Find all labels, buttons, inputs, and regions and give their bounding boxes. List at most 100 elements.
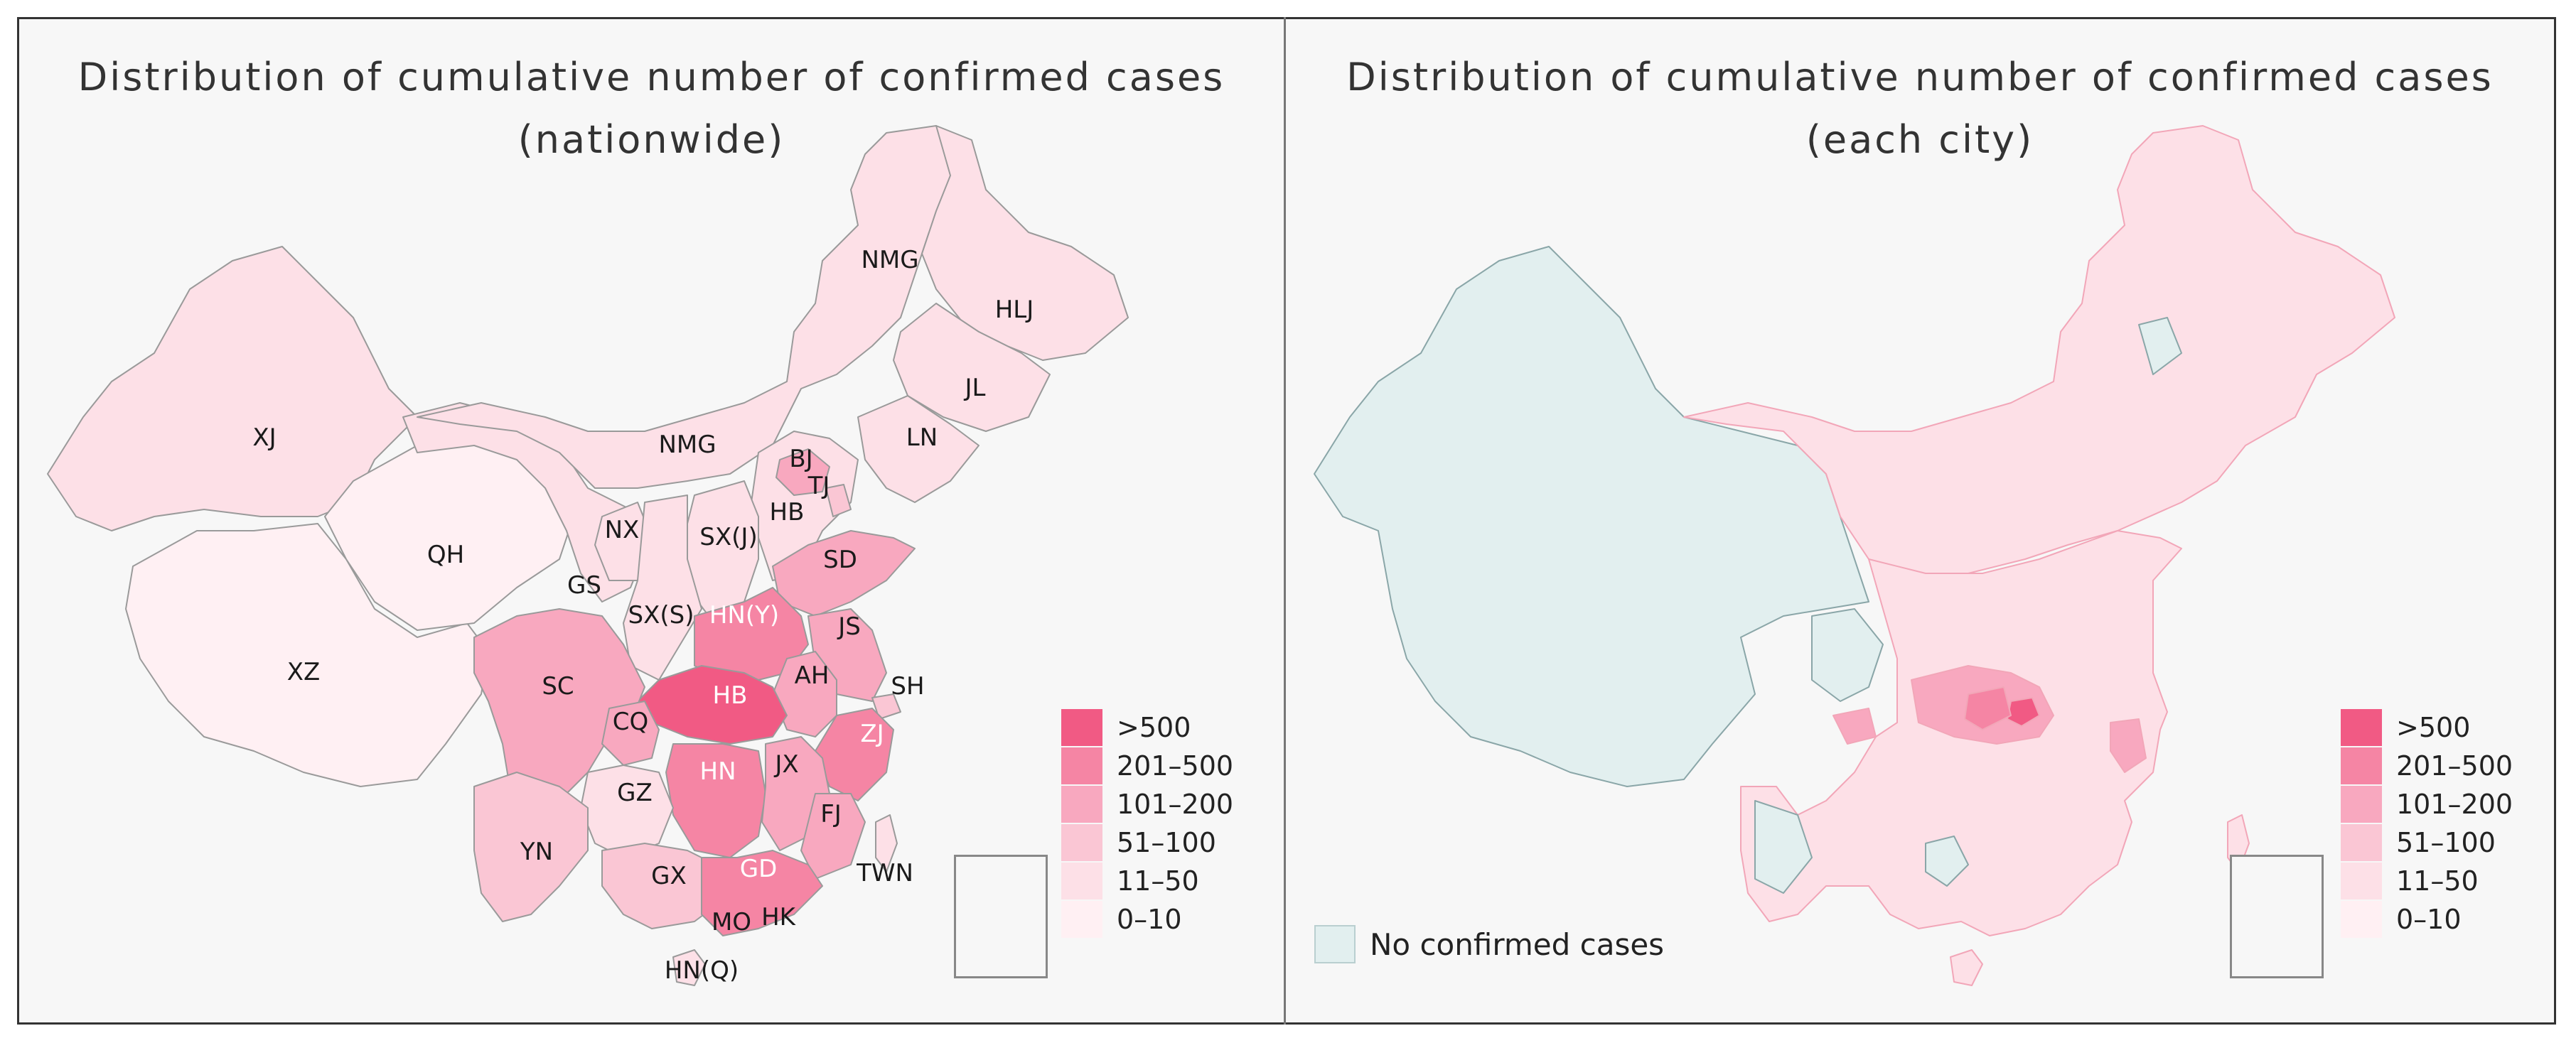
legend-swatch [2341,786,2382,823]
province-ln [857,395,980,503]
south-china-sea-inset [954,855,1048,978]
city-map [1314,125,2395,986]
city-title-line2: (each city) [1805,117,2034,162]
province-xj [47,246,418,531]
label-twn: TWN [856,859,913,887]
legend-swatch [1061,786,1102,823]
label-henan: HN(Y) [709,601,779,629]
province-sd [772,530,916,617]
label-hainan: HN(Q) [665,956,739,985]
city-region-west [1314,246,1869,787]
label-hebei: HB [770,498,805,526]
no-cases-legend: No confirmed cases [1314,925,1664,963]
label-bj: BJ [789,445,812,473]
legend-label: 0–10 [2396,904,2462,935]
label-gz: GZ [617,779,653,807]
province-twn [875,814,898,872]
legend-item: 201–500 [1061,747,1233,785]
label-gx: GX [651,862,687,890]
city-panel: Distribution of cumulative number of con… [1286,19,2554,1022]
province-hainan [672,949,706,986]
province-labels: NMG HLJ JL LN XJ NMG BJ TJ HB NX SX(J) Q… [252,246,1034,985]
label-nmg-2: NMG [658,431,716,459]
label-xz: XZ [287,658,321,686]
legend-item: 201–500 [2341,747,2513,785]
legend-label: 0–10 [1117,904,1182,935]
legend-swatch [1061,747,1102,784]
province-cq [601,701,660,766]
city-region-nocase-d [1925,836,1969,887]
legend-item: 51–100 [2341,823,2496,862]
city-region-nocase-b [1754,800,1813,894]
no-cases-label: No confirmed cases [1370,926,1665,962]
south-china-sea-inset [2230,855,2324,978]
legend-label: 101–200 [2396,789,2513,820]
nationwide-panel: Distribution of cumulative number of con… [19,19,1284,1022]
legend-swatch [2341,824,2382,861]
city-region-chengdu [1832,708,1877,745]
panel-divider [1284,17,1286,1025]
city-region-hainan [1950,949,1983,986]
city-region-nocase-c [2138,317,2182,375]
city-region-nocase-a [1811,608,1884,702]
label-jx: JX [773,750,798,779]
legend-label: >500 [1117,712,1191,743]
legend-label: >500 [2396,712,2471,743]
label-hubei: HB [713,681,748,710]
legend-label: 11–50 [2396,865,2479,897]
province-sxs [623,495,702,681]
label-gd: GD [740,855,778,883]
label-xj: XJ [252,423,276,452]
label-ln: LN [906,423,938,452]
province-tj [825,484,852,517]
city-title-line1: Distribution of cumulative number of con… [1346,55,2494,99]
label-sxj: SX(J) [699,523,757,551]
nationwide-map: NMG HLJ JL LN XJ NMG BJ TJ HB NX SX(J) Q… [47,125,1129,986]
legend-swatch [2341,747,2382,784]
province-hunan [665,743,766,858]
legend-label: 201–500 [1117,750,1234,782]
legend-swatch [1061,824,1102,861]
province-xz [125,523,489,787]
province-hlj [921,125,1129,361]
province-bj [776,448,830,496]
legend-item: 0–10 [1061,900,1182,939]
city-region-zj [2110,718,2147,773]
label-hlj: HLJ [995,296,1034,324]
label-fj: FJ [820,800,842,828]
legend-swatch [2341,863,2382,899]
province-gd [701,850,823,936]
legend-label: 101–200 [1117,789,1234,820]
legend-label: 51–100 [1117,827,1216,858]
legend-swatch [1061,863,1102,899]
label-yn: YN [520,838,553,866]
province-jl [893,303,1051,432]
legend-item: >500 [2341,708,2470,747]
legend-item: 0–10 [2341,900,2462,939]
legend-item: 51–100 [1061,823,1216,862]
label-nx: NX [605,516,640,544]
legend-swatch [1061,709,1102,746]
legend-label: 201–500 [2396,750,2513,782]
legend-item: >500 [1061,708,1191,747]
label-mo: MO [712,908,751,936]
legend-label: 11–50 [1117,865,1199,897]
label-js: JS [837,612,861,641]
province-sc [473,608,645,816]
label-sc: SC [542,672,574,701]
label-cq: CQ [613,708,649,736]
legend-item: 11–50 [1061,862,1199,900]
label-nmg-1: NMG [861,246,918,274]
province-fj [800,793,866,880]
province-sh [871,693,901,720]
label-ah: AH [795,661,830,690]
label-sh: SH [891,672,924,701]
label-zj: ZJ [860,720,884,748]
legend-item: 101–200 [2341,785,2513,823]
legend-swatch [2341,709,2382,746]
label-tj: TJ [807,472,830,500]
label-hk: HK [761,903,797,931]
label-sd: SD [823,546,857,574]
province-yn [473,772,589,922]
legend-item: 11–50 [2341,862,2479,900]
